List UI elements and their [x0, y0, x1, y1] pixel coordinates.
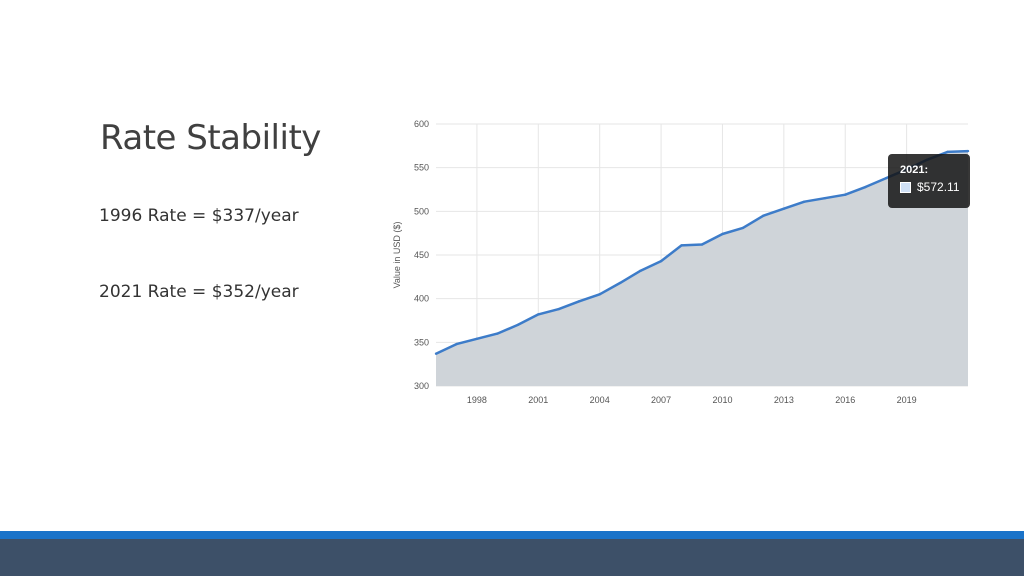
data-point [578, 300, 581, 303]
data-point [823, 197, 826, 200]
x-tick-label: 2013 [774, 395, 794, 405]
x-tick-label: 2019 [897, 395, 917, 405]
series-area [436, 151, 968, 386]
data-point [455, 342, 458, 346]
data-point [619, 281, 622, 285]
x-tick-label: 2010 [712, 395, 732, 405]
y-tick-label: 600 [414, 119, 429, 129]
data-point [639, 269, 642, 272]
data-point [885, 176, 888, 180]
bullet-2021-rate: 2021 Rate = $352/year [99, 282, 299, 302]
footer-band [0, 539, 1024, 576]
rate-chart[interactable]: 300 350 400 450 500 550 600 1998 2001 2004 2007 201… [380, 110, 980, 410]
y-tick-label: 550 [414, 163, 429, 173]
tooltip-value: $572.11 [917, 180, 960, 194]
x-tick-label: 2007 [651, 395, 671, 405]
data-point [721, 232, 724, 236]
x-tick-label: 2004 [590, 395, 610, 405]
data-point [803, 200, 806, 203]
data-point [762, 214, 765, 217]
tooltip-swatch [900, 182, 911, 193]
y-tick-label: 300 [414, 381, 429, 391]
bullet-1996-rate: 1996 Rate = $337/year [99, 206, 299, 226]
data-point [598, 293, 601, 296]
data-point [844, 193, 847, 196]
x-tick-label: 2001 [528, 395, 548, 405]
data-point [700, 243, 704, 246]
chart-canvas: 300 350 400 450 500 550 600 1998 2001 2004 2007 201… [392, 119, 970, 405]
y-tick-label: 400 [414, 294, 429, 304]
data-point [516, 323, 519, 327]
data-point [680, 244, 683, 247]
data-point [741, 226, 745, 230]
y-tick-label: 450 [414, 250, 429, 260]
y-tick-label: 500 [414, 206, 429, 216]
data-point [946, 150, 949, 154]
data-point [659, 259, 663, 263]
data-point [557, 307, 560, 311]
chart-tooltip: 2021: $572.11 [888, 154, 970, 208]
data-point [966, 149, 970, 153]
slide-title: Rate Stability [100, 118, 321, 158]
data-point [864, 185, 867, 189]
y-tick-label: 350 [414, 337, 429, 347]
data-point [537, 313, 540, 316]
x-tick-label: 2016 [835, 395, 855, 405]
data-point [475, 337, 479, 340]
footer-accent-band [0, 531, 1024, 539]
data-point [496, 332, 499, 335]
data-point [782, 207, 785, 210]
x-tick-label: 1998 [467, 395, 487, 405]
tooltip-title: 2021: [900, 164, 929, 176]
data-point [434, 352, 438, 355]
y-axis-title: Value in USD ($) [392, 222, 402, 289]
